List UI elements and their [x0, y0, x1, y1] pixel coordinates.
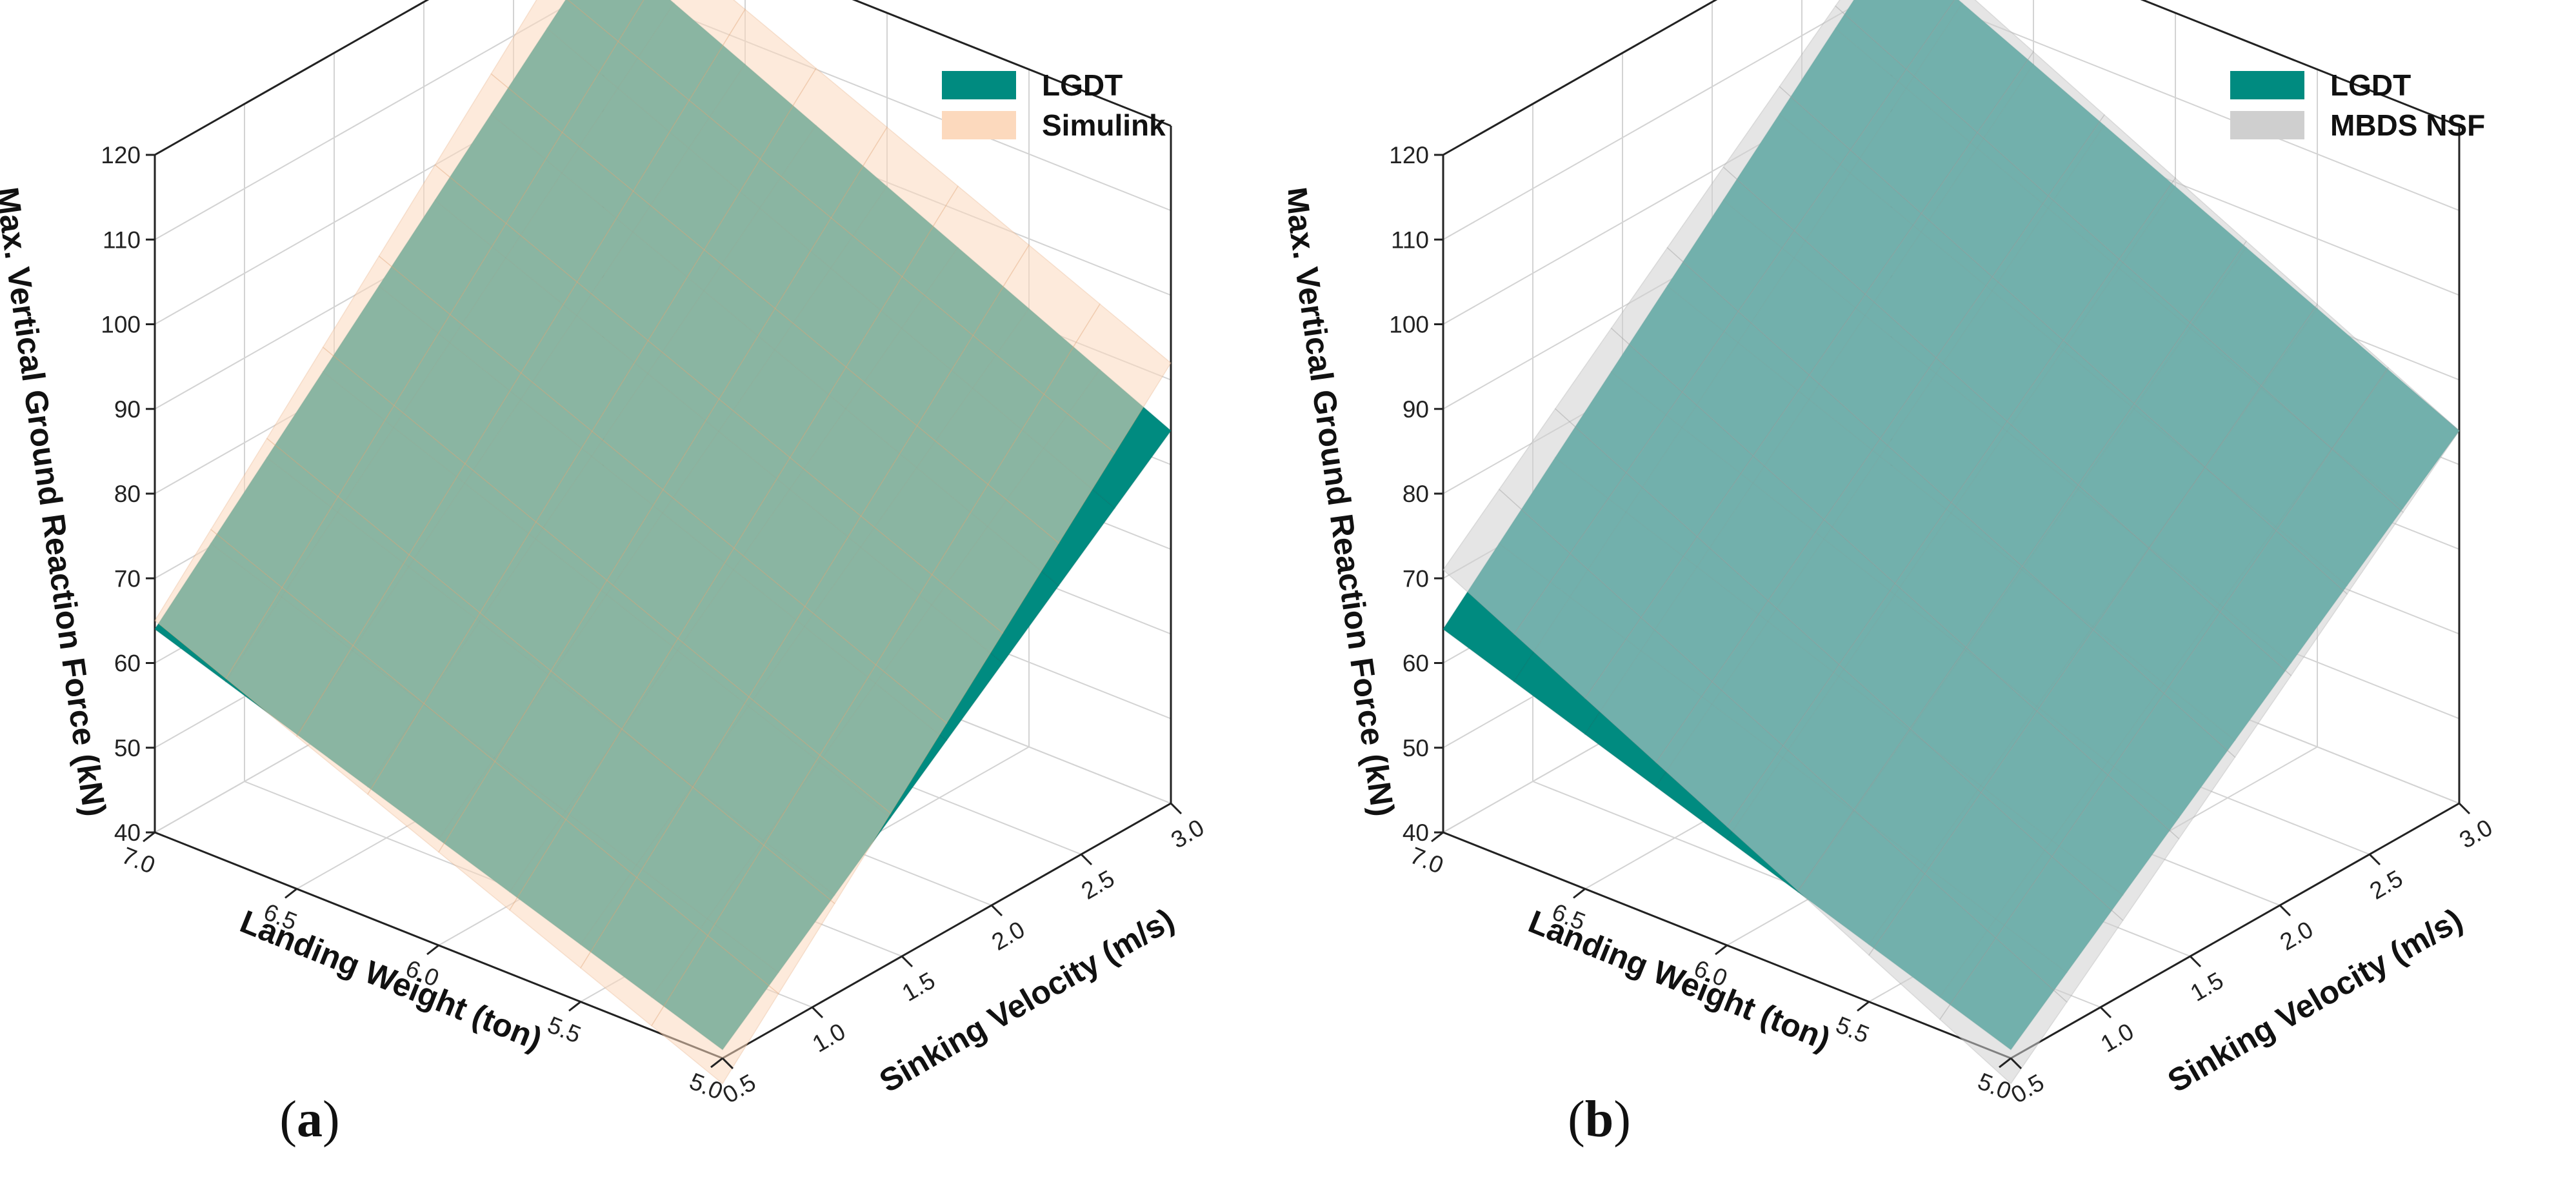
surface-simulink	[154, 0, 1172, 1085]
y-tick-mark	[990, 904, 1003, 917]
chart-panel-b: 40 50 60 70 80 90 100 110 120 7.0 6.5 6.0 5.5 5.0 0.5 1…	[1288, 0, 2576, 1186]
x-tick-mark	[1715, 944, 1728, 956]
legend-swatch	[942, 111, 1016, 139]
y-tick-mark	[1080, 853, 1093, 866]
x-tick-label: 7.0	[1406, 842, 1447, 879]
legend-label: LGDT	[2330, 68, 2411, 102]
y-tick-label: 1.0	[2096, 1018, 2138, 1058]
surface-mbds-nsf-facet	[2331, 367, 2460, 514]
x-tick-mark	[1857, 1001, 1870, 1012]
z-tick-label: 70	[1403, 565, 1429, 592]
z-axis-title: Max. Vertical Ground Reaction Force (kN)	[0, 185, 113, 819]
y-tick-label: 1.0	[808, 1018, 850, 1058]
y-axis-line	[2010, 802, 2460, 1060]
x-tick-label: 5.5	[544, 1011, 584, 1048]
x-tick-mark	[426, 944, 439, 956]
y-tick-label: 1.5	[897, 967, 939, 1007]
y-tick-mark	[2458, 802, 2471, 815]
y-tick-mark	[811, 1006, 824, 1019]
y-tick-mark	[1170, 802, 1183, 815]
z-tick-label: 120	[101, 142, 141, 168]
z-tick-label: 110	[103, 226, 141, 253]
y-tick-label: 1.5	[2186, 967, 2228, 1007]
z-tick-label: 50	[1403, 735, 1429, 761]
z-tick-label: 50	[114, 735, 141, 761]
x-tick-label: 7.0	[118, 842, 159, 879]
y-tick-mark	[2279, 904, 2291, 917]
z-tick-label: 60	[114, 650, 141, 677]
y-tick-mark	[901, 955, 914, 968]
z-tick-label: 110	[1391, 226, 1429, 253]
surface-chart-b: 4050607080901001101207.06.56.05.55.00.51…	[1288, 0, 2497, 1109]
y-tick-mark	[2368, 853, 2381, 866]
x-tick-label: 5.5	[1832, 1011, 1873, 1048]
surface-simulink-facet	[1043, 303, 1172, 454]
surface-simulink-facet	[567, 0, 644, 43]
y-tick-mark	[2010, 1057, 2022, 1070]
y-tick-mark	[721, 1057, 734, 1070]
surface-chart-a: 4050607080901001101207.06.56.05.55.00.51…	[0, 0, 1208, 1109]
z-tick-label: 100	[1389, 312, 1429, 338]
top-edge-right	[852, 0, 1172, 127]
x-tick-mark	[1431, 831, 1444, 843]
x-tick-mark	[285, 888, 297, 899]
x-tick-mark	[143, 831, 155, 843]
y-tick-label: 2.5	[1077, 865, 1119, 905]
y-tick-label: 2.0	[987, 916, 1029, 956]
panel-label-a: (a)	[279, 1091, 340, 1148]
z-tick-label: 40	[114, 819, 141, 846]
y-tick-label: 2.5	[2365, 865, 2407, 905]
z-tick-label: 70	[114, 565, 141, 592]
x-tick-mark	[1573, 888, 1586, 899]
x-tick-mark	[568, 1001, 581, 1012]
z-tick-label: 80	[1403, 481, 1429, 507]
x-tick-mark	[1999, 1057, 2012, 1069]
y-axis-line	[722, 802, 1172, 1060]
legend-label: LGDT	[1042, 68, 1123, 102]
top-edge-left	[1443, 0, 1718, 156]
top-edge-left	[154, 0, 430, 156]
z-tick-label: 40	[1403, 819, 1429, 846]
z-tick-label: 120	[1389, 142, 1429, 168]
legend-swatch	[942, 71, 1016, 99]
grid-line	[1443, 0, 1866, 241]
top-edge-right	[2140, 0, 2460, 127]
legend: LGDT MBDS NSF	[2230, 68, 2485, 142]
legend: LGDT Simulink	[942, 68, 1166, 142]
legend-swatch	[2230, 71, 2304, 99]
chart-panel-a: 40 50 60 70 80 90 100 110 120 7.0 6.5 6.0 5.5 5.0 0.5 1…	[0, 0, 1208, 1148]
z-tick-label: 60	[1403, 650, 1429, 677]
surface-mbds-nsf	[1443, 0, 2460, 1085]
legend-swatch	[2230, 111, 2304, 139]
surface-mbds-nsf-facet	[1835, 0, 1955, 70]
y-tick-label: 2.0	[2275, 916, 2317, 956]
z-tick-label: 90	[1403, 396, 1429, 423]
legend-label: MBDS NSF	[2330, 108, 2485, 142]
y-tick-mark	[2099, 1006, 2112, 1019]
z-tick-label: 80	[114, 481, 141, 507]
y-tick-label: 3.0	[2455, 814, 2497, 854]
z-tick-label: 100	[101, 312, 141, 338]
z-axis-title: Max. Vertical Ground Reaction Force (kN)	[1288, 185, 1401, 819]
x-tick-mark	[710, 1057, 723, 1069]
panel-label-b: (b)	[1568, 1091, 1631, 1148]
legend-label: Simulink	[1042, 108, 1166, 142]
y-tick-mark	[2189, 955, 2202, 968]
y-tick-label: 3.0	[1166, 814, 1208, 854]
z-tick-label: 90	[114, 396, 141, 423]
